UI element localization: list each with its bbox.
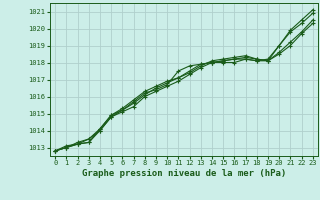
X-axis label: Graphe pression niveau de la mer (hPa): Graphe pression niveau de la mer (hPa) [82,169,286,178]
